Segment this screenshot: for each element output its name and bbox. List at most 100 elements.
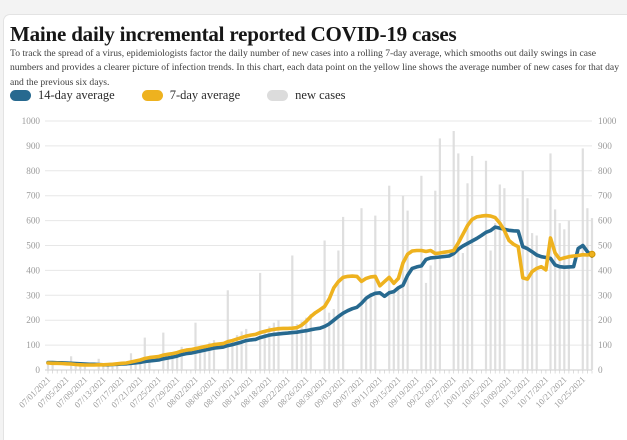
svg-text:0: 0 <box>598 365 603 375</box>
new-cases-bar <box>590 218 594 370</box>
new-cases-bar <box>268 326 271 370</box>
new-cases-bar <box>360 208 363 370</box>
new-cases-bar <box>79 365 82 370</box>
new-cases-bar <box>83 365 86 370</box>
new-cases-bar <box>471 155 474 370</box>
new-cases-bar <box>245 328 248 370</box>
new-cases-bar <box>212 340 216 370</box>
new-cases-bar <box>194 322 197 370</box>
svg-text:100: 100 <box>598 340 612 350</box>
new-cases-bar <box>424 282 428 370</box>
new-cases-bar <box>134 361 137 370</box>
y-axis-right: 0 100 200 300 400 500 600 700 800 900 1000 <box>598 116 617 375</box>
new-cases-bar <box>397 287 400 370</box>
new-cases-bar <box>586 208 589 370</box>
line-7-day-average <box>46 213 594 367</box>
page-title: Maine daily incremental reported COVID-1… <box>10 22 457 46</box>
svg-text:900: 900 <box>598 141 612 151</box>
new-cases-bar <box>563 229 566 370</box>
svg-text:1000: 1000 <box>598 116 617 126</box>
new-cases-bar <box>328 312 331 370</box>
new-cases-bar <box>498 184 501 370</box>
new-cases-bar <box>558 223 561 370</box>
svg-text:700: 700 <box>26 191 40 201</box>
svg-text:300: 300 <box>26 290 40 300</box>
svg-text:100: 100 <box>26 340 40 350</box>
x-axis-day-ticks <box>47 370 593 374</box>
new-cases-bar <box>494 223 497 370</box>
new-cases-bar <box>240 331 243 370</box>
svg-text:400: 400 <box>26 265 40 275</box>
new-cases-bar <box>176 351 179 370</box>
new-cases-bar <box>337 250 340 370</box>
svg-text:1000: 1000 <box>22 116 41 126</box>
svg-text:400: 400 <box>598 265 612 275</box>
new-cases-bar <box>171 352 174 370</box>
new-cases-bar <box>46 362 50 370</box>
chart-description: To track the spread of a virus, epidemio… <box>10 48 619 88</box>
new-cases-bar <box>203 345 206 370</box>
new-cases-bar <box>272 322 275 370</box>
new-cases-bar <box>309 314 312 370</box>
latest-point-marker <box>588 250 596 258</box>
new-cases-bar <box>406 210 409 370</box>
14-day-average-swatch <box>10 90 31 101</box>
legend-label: 14-day average <box>38 88 115 102</box>
new-cases-bar <box>116 363 119 370</box>
new-cases-bar <box>554 209 557 370</box>
new-cases-bar <box>489 250 492 370</box>
new-cases-bar <box>503 188 506 370</box>
new-cases-bar <box>226 290 229 370</box>
x-axis-labels: 07/01/202107/05/202107/09/202107/13/2021… <box>17 374 587 409</box>
new-cases-bar <box>259 272 262 370</box>
new-cases-bar <box>111 363 114 370</box>
new-cases-bar <box>342 216 345 370</box>
new-cases-bar <box>231 341 234 370</box>
svg-text:800: 800 <box>598 166 612 176</box>
new-cases-bar <box>392 292 395 370</box>
new-cases-bars <box>46 131 594 371</box>
svg-text:200: 200 <box>598 315 612 325</box>
new-cases-bar <box>143 337 146 370</box>
new-cases-bar <box>457 153 460 370</box>
legend-label: new cases <box>295 88 346 102</box>
new-cases-bar <box>166 355 169 370</box>
gridlines <box>45 120 592 371</box>
svg-text:500: 500 <box>598 241 612 251</box>
new-cases-bar <box>461 253 464 370</box>
new-cases-bar <box>74 364 77 370</box>
new-cases-bar <box>365 297 368 370</box>
new-cases-bar <box>549 153 552 370</box>
new-cases-bar <box>162 332 165 370</box>
y-axis-left: 0 100 200 300 400 500 600 700 800 900 1000 <box>22 116 41 375</box>
new-cases-bar <box>277 320 280 370</box>
new-cases-bar <box>199 348 202 370</box>
new-cases-bar <box>300 321 303 370</box>
new-cases-bar <box>484 160 488 370</box>
legend-label: 7-day average <box>169 88 241 102</box>
new-cases-bar <box>369 292 372 370</box>
new-cases-bar <box>102 366 105 370</box>
new-cases-bar <box>295 323 298 370</box>
svg-text:600: 600 <box>26 216 40 226</box>
new-cases-bar <box>531 233 534 370</box>
new-cases-bar <box>535 235 538 370</box>
new-cases-bar <box>180 346 183 370</box>
new-cases-bar <box>581 148 584 370</box>
new-cases-bar <box>51 363 54 370</box>
new-cases-bar <box>567 220 570 370</box>
7-day-average-swatch <box>141 90 163 101</box>
legend-item-new-cases: new cases <box>267 88 345 103</box>
new-cases-bar <box>139 360 142 370</box>
new-cases-bar <box>235 335 239 370</box>
legend-item-14-day-average: 14-day average <box>10 88 115 103</box>
svg-text:0: 0 <box>35 365 40 375</box>
svg-text:300: 300 <box>598 290 612 300</box>
new-cases-bar <box>466 183 469 371</box>
new-cases-bar <box>332 309 335 370</box>
svg-text:900: 900 <box>26 141 40 151</box>
new-cases-bar <box>305 317 308 370</box>
new-cases-bar <box>429 265 432 370</box>
new-cases-bar <box>148 358 151 370</box>
